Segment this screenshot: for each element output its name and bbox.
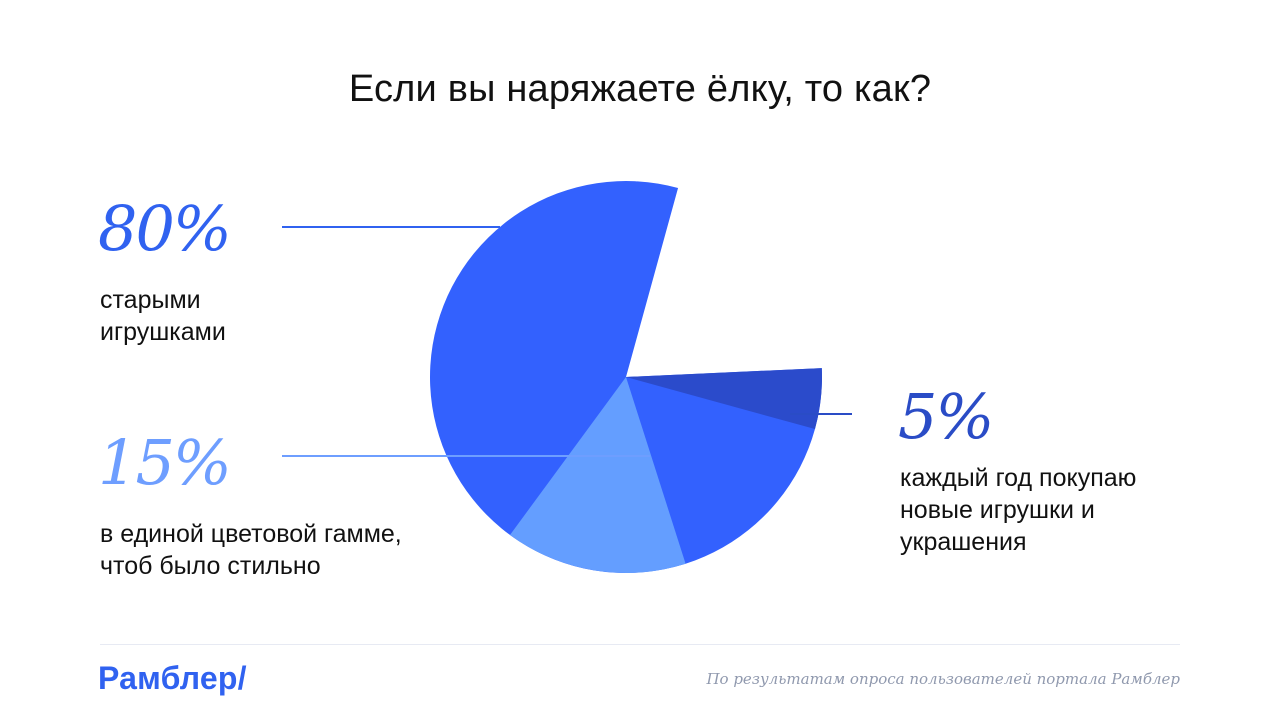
slice-label-new-toys-text: каждый год покупаю новые игрушки и украш… [900,464,1137,556]
source-note: По результатам опроса пользователей порт… [706,670,1180,688]
slice-label-old-toys-percent: 80% [98,192,232,265]
pie-slice-color-scheme [509,377,686,573]
slice-label-color-scheme-percent: 15% [98,426,232,499]
pie-slices [430,181,823,574]
rambler-logo[interactable]: Рамблер/ [98,660,247,696]
footer-divider [100,644,1180,645]
leader-lines [282,226,852,457]
slice-label-new-toys-percent: 5% [898,380,994,453]
chart-title: Если вы наряжаете ёлку, то как? [348,68,932,110]
pie-slice-old-toys [430,181,823,574]
pie-slice-new-toys [626,368,823,430]
slice-label-color-scheme-text: в единой цветовой гамме, чтоб было стиль… [100,520,402,580]
slice-label-old-toys-text: старыми игрушками [100,286,226,346]
